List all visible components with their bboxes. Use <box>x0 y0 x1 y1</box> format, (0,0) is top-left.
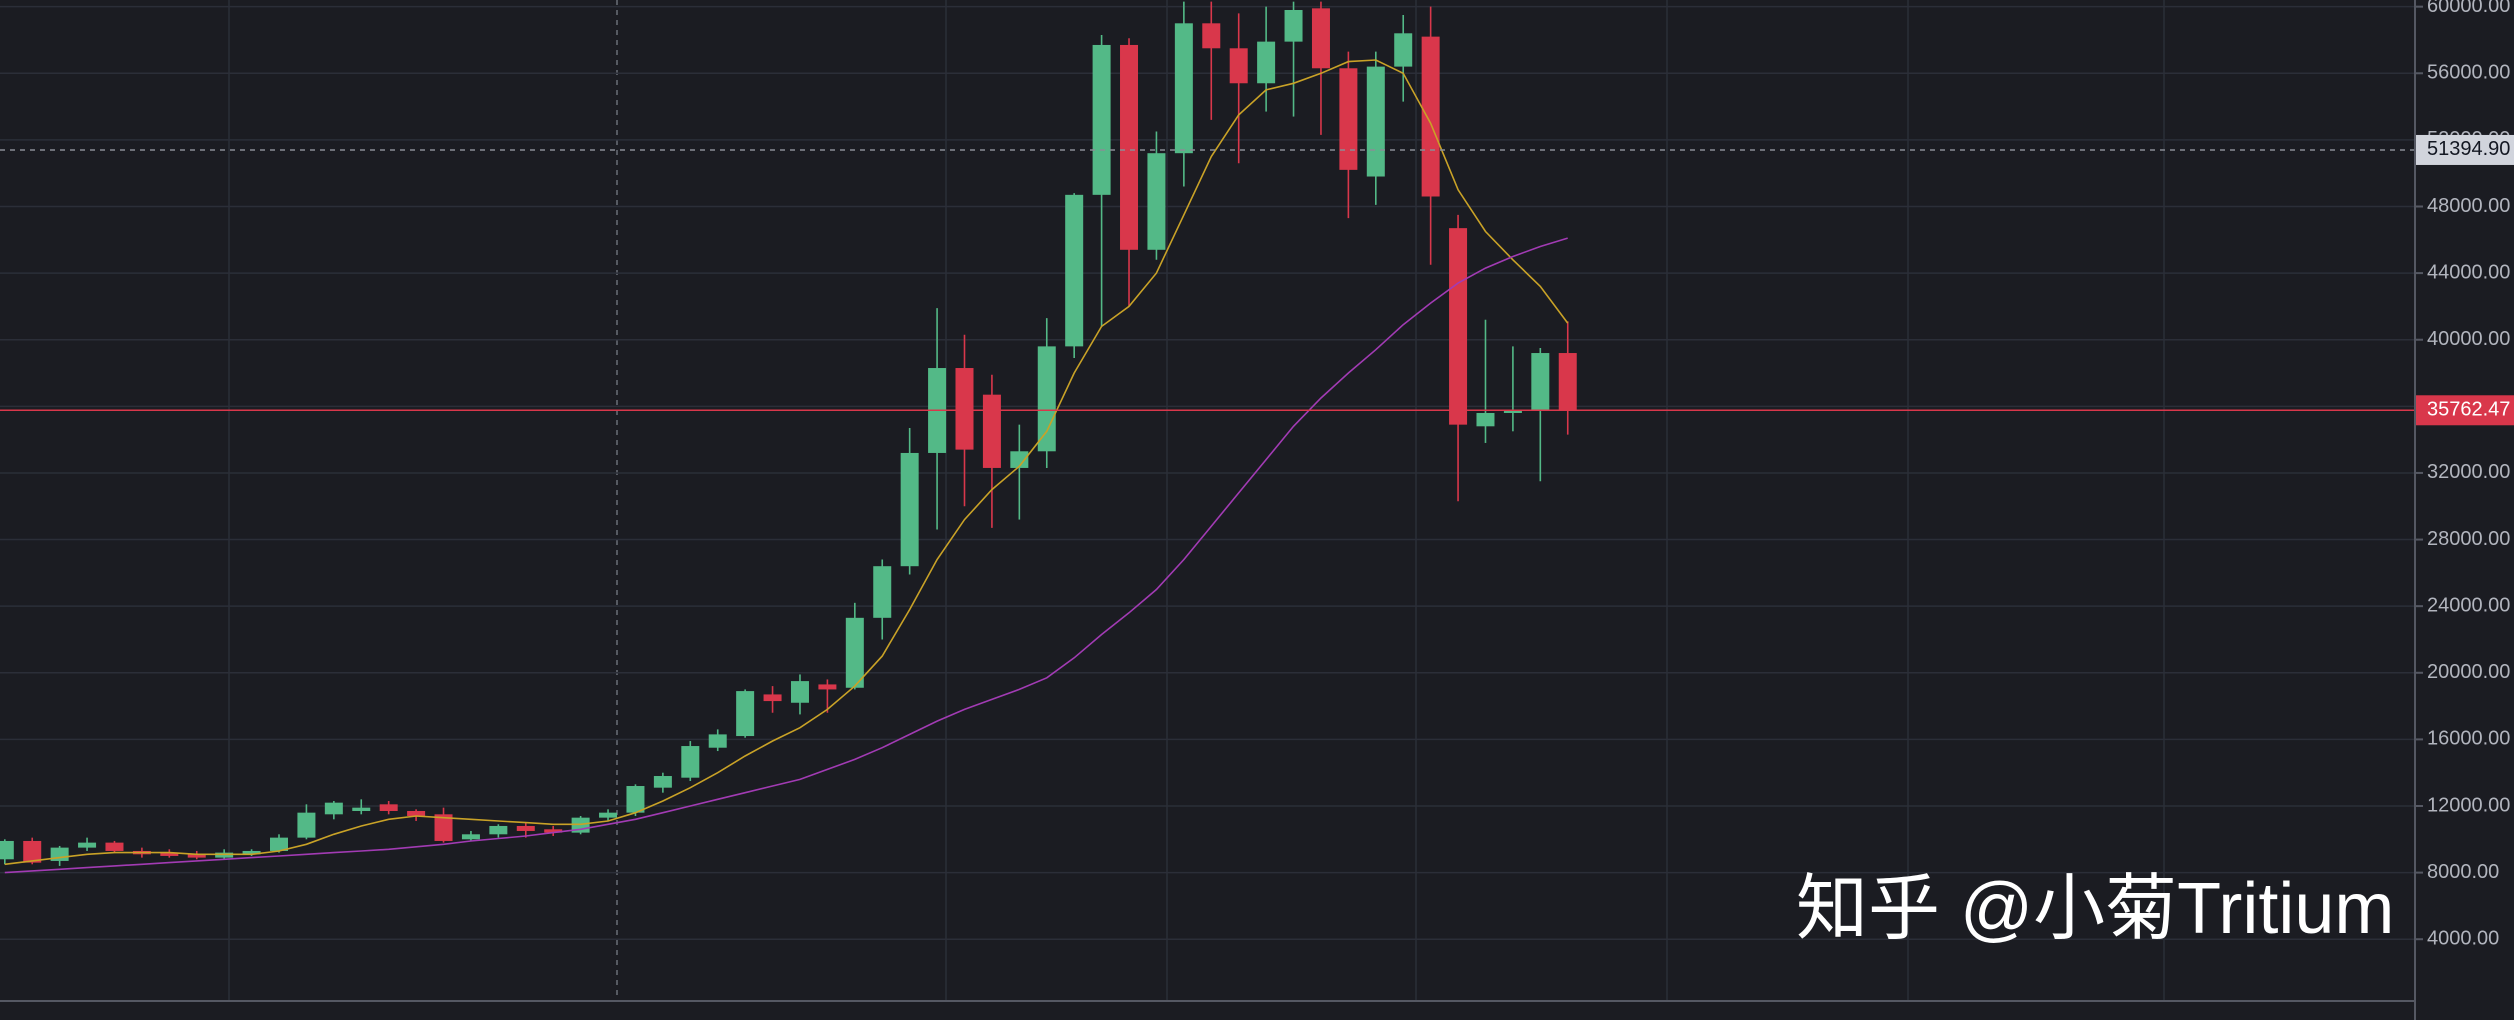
price-label-box <box>2416 395 2514 426</box>
candle-body <box>23 840 42 863</box>
candle-body <box>736 691 755 737</box>
y-tick-label: 48000.00 <box>2427 195 2510 217</box>
candle-body <box>1037 346 1056 452</box>
candle-body <box>1366 66 1385 177</box>
candle-body <box>790 681 809 703</box>
candle-body <box>1065 194 1084 347</box>
candle-body <box>763 694 782 702</box>
candle-body <box>982 394 1001 468</box>
candle-body <box>324 802 343 815</box>
candle-body <box>270 837 288 851</box>
y-tick-label: 28000.00 <box>2427 528 2510 550</box>
candle-body <box>297 812 316 838</box>
candle-body <box>1284 9 1303 42</box>
candle-body <box>1092 44 1111 195</box>
candle-body <box>379 804 398 811</box>
y-tick-label: 60000.00 <box>2427 0 2510 17</box>
candle-body <box>0 840 14 860</box>
y-tick-label: 8000.00 <box>2427 861 2499 883</box>
candle-body <box>1311 8 1330 69</box>
y-tick-label: 4000.00 <box>2427 927 2499 949</box>
candle-body <box>1531 353 1550 410</box>
y-tick-label: 24000.00 <box>2427 594 2510 616</box>
candle-body <box>242 850 261 855</box>
price-label: 51394.90 <box>2427 138 2510 160</box>
candle-body <box>708 734 727 748</box>
candle-body <box>955 368 974 450</box>
price-label: 35762.47 <box>2427 399 2510 421</box>
y-tick-label: 32000.00 <box>2427 461 2510 483</box>
candle-body <box>845 617 864 688</box>
price-label-box <box>2416 134 2514 165</box>
plot <box>0 1 2415 940</box>
candle-body <box>818 684 837 690</box>
y-tick-label: 16000.00 <box>2427 728 2510 750</box>
candle-body <box>1503 409 1522 413</box>
y-tick-label: 20000.00 <box>2427 661 2510 683</box>
candle-body <box>160 852 179 856</box>
candle-body <box>1010 451 1029 468</box>
candle-body <box>653 776 672 788</box>
candle-body <box>78 842 97 848</box>
vertical-grid <box>228 0 2165 1000</box>
candle-body <box>1120 44 1139 250</box>
candle-body <box>187 854 206 858</box>
candle-body <box>1147 153 1166 250</box>
candle-body <box>873 566 892 618</box>
candle-body <box>516 825 535 831</box>
candle-body <box>1394 33 1413 67</box>
candle-body <box>352 807 371 811</box>
candle-body <box>489 825 508 835</box>
candle-body <box>1339 68 1358 170</box>
candle-body <box>1174 23 1193 154</box>
ma-line <box>4 59 1569 866</box>
ma-line <box>4 237 1568 874</box>
candle-body <box>1476 412 1495 427</box>
candle-body <box>626 786 645 813</box>
candle-body <box>900 452 919 567</box>
candle-body <box>1257 41 1276 84</box>
y-tick-label: 44000.00 <box>2427 261 2510 283</box>
candle-body <box>1229 48 1248 84</box>
watermark: 知乎 @小菊Tritium <box>1796 869 2394 949</box>
candle-body <box>434 814 453 841</box>
candle-body <box>1421 36 1440 197</box>
candle-body <box>681 746 700 778</box>
y-axis: 4000.00 8000.00 12000.00 16000.00 20000.00 24… <box>2415 0 2514 949</box>
y-tick-label: 12000.00 <box>2427 794 2510 816</box>
candle-body <box>105 842 124 851</box>
candle-body <box>599 812 618 818</box>
candle-body <box>1558 353 1577 410</box>
candle-body <box>215 852 234 858</box>
candle-body <box>544 829 563 833</box>
y-tick-label: 56000.00 <box>2427 62 2510 84</box>
candle-body <box>407 810 426 816</box>
candle-body <box>1202 23 1221 49</box>
candle-body <box>1449 228 1468 425</box>
candle-body <box>461 834 480 840</box>
y-tick-label: 40000.00 <box>2427 328 2510 350</box>
